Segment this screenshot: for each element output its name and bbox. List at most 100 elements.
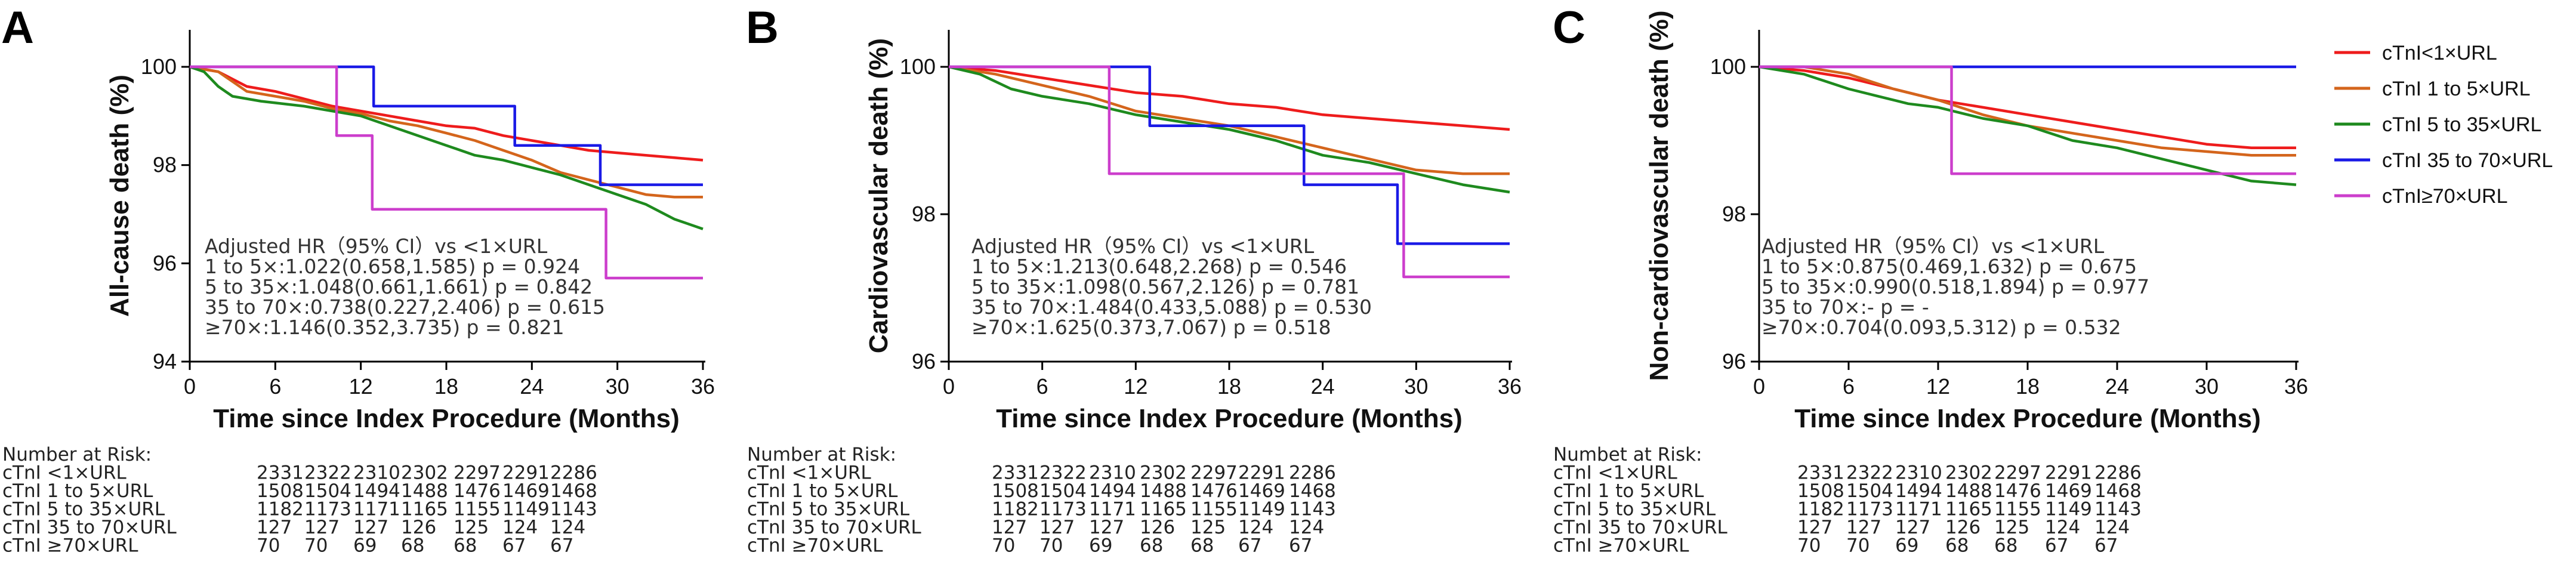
x-tick-label: 12 bbox=[1926, 374, 1950, 399]
panel-a: A 0 6 12 18 24 30 36 94 96 98 100 Time since Index P… bbox=[1, 2, 715, 433]
risk-row-label: cTnI 5 to 35×URL bbox=[1553, 499, 1716, 520]
risk-cell: 1508 bbox=[257, 480, 304, 502]
risk-cell: 2302 bbox=[1945, 462, 1992, 484]
hr-annotation-line: 5 to 35×:1.098(0.567,2.126) p = 0.781 bbox=[971, 275, 1359, 298]
y-tick-label: 98 bbox=[153, 153, 177, 177]
risk-cell: 1171 bbox=[353, 499, 400, 520]
risk-cell: 1173 bbox=[1846, 499, 1893, 520]
x-tick-label: 0 bbox=[1753, 374, 1765, 399]
risk-row-label: cTnI 1 to 5×URL bbox=[2, 480, 153, 502]
risk-cell: 126 bbox=[1945, 517, 1980, 538]
risk-cell: 1504 bbox=[1039, 480, 1087, 502]
risk-row-label: cTnI 1 to 5×URL bbox=[747, 480, 898, 502]
risk-cell: 1508 bbox=[1797, 480, 1844, 502]
y-tick-label: 96 bbox=[1722, 349, 1746, 374]
y-tick-label: 98 bbox=[912, 202, 936, 226]
hr-annotation-line: 5 to 35×:0.990(0.518,1.894) p = 0.977 bbox=[1761, 275, 2149, 298]
risk-cell: 1504 bbox=[304, 480, 351, 502]
risk-cell: 2302 bbox=[1140, 462, 1187, 484]
series-line-5 bbox=[949, 65, 1510, 279]
series-line-1 bbox=[189, 65, 704, 162]
risk-cell: 70 bbox=[1797, 535, 1821, 557]
hr-annotation-line: 35 to 70×:0.738(0.227,2.406) p = 0.615 bbox=[205, 295, 605, 319]
series-line-5 bbox=[190, 65, 703, 280]
x-tick-label: 24 bbox=[520, 374, 544, 399]
risk-cell: 127 bbox=[1797, 517, 1832, 538]
risk-cell: 1165 bbox=[401, 499, 448, 520]
risk-row-label: cTnI 5 to 35×URL bbox=[2, 499, 165, 520]
legend-label: cTnI 1 to 5×URL bbox=[2382, 78, 2531, 100]
x-tick-label: 6 bbox=[1843, 374, 1855, 399]
hr-annotation-line: ≥70×:1.625(0.373,7.067) p = 0.518 bbox=[971, 316, 1331, 339]
risk-cell: 1488 bbox=[1945, 480, 1992, 502]
risk-table-header: Number at Risk: bbox=[747, 444, 896, 465]
risk-cell: 2331 bbox=[992, 462, 1039, 484]
risk-cell: 1468 bbox=[2094, 480, 2142, 502]
x-axis-title: Time since Index Procedure (Months) bbox=[996, 404, 1463, 433]
risk-cell: 127 bbox=[353, 517, 388, 538]
panel-c: C 0 6 12 18 24 30 36 96 98 100 Time since Index Pro… bbox=[1553, 2, 2308, 433]
risk-cell: 1494 bbox=[1895, 480, 1942, 502]
y-axis-title: Cardiovascular death (%) bbox=[864, 38, 893, 353]
risk-cell: 70 bbox=[992, 535, 1015, 557]
risk-cell: 69 bbox=[1895, 535, 1918, 557]
x-tick-label: 24 bbox=[1311, 374, 1335, 399]
x-tick-label: 18 bbox=[2016, 374, 2040, 399]
hr-annotation-line: 5 to 35×:1.048(0.661,1.661) p = 0.842 bbox=[205, 275, 593, 298]
risk-cell: 2302 bbox=[401, 462, 448, 484]
series-line-5 bbox=[1759, 65, 2296, 175]
risk-cell: 126 bbox=[1140, 517, 1175, 538]
y-tick-label: 98 bbox=[1722, 202, 1746, 226]
risk-row-label: cTnI ≥70×URL bbox=[2, 535, 138, 557]
risk-cell: 68 bbox=[1945, 535, 1969, 557]
risk-cell: 67 bbox=[1238, 535, 1261, 557]
risk-cell: 2310 bbox=[1089, 462, 1136, 484]
risk-cell: 68 bbox=[1994, 535, 2017, 557]
x-tick-label: 0 bbox=[184, 374, 196, 399]
risk-cell: 2322 bbox=[1039, 462, 1087, 484]
risk-cell: 1143 bbox=[2094, 499, 2142, 520]
x-tick-label: 18 bbox=[434, 374, 458, 399]
risk-cell: 1469 bbox=[2045, 480, 2092, 502]
risk-cell: 1165 bbox=[1140, 499, 1187, 520]
risk-cell: 1143 bbox=[1289, 499, 1336, 520]
x-tick-label: 18 bbox=[1217, 374, 1241, 399]
y-axis-title: Non-cardiovascular death (%) bbox=[1645, 10, 1674, 381]
risk-cell: 2286 bbox=[2094, 462, 2142, 484]
risk-cell: 1468 bbox=[550, 480, 597, 502]
risk-cell: 1494 bbox=[1089, 480, 1136, 502]
panel-letter: A bbox=[1, 2, 34, 53]
risk-cell: 2291 bbox=[1238, 462, 1285, 484]
risk-cell: 1171 bbox=[1895, 499, 1942, 520]
risk-cell: 67 bbox=[2045, 535, 2068, 557]
risk-cell: 68 bbox=[401, 535, 424, 557]
panel-b: B 0 6 12 18 24 30 36 96 98 100 Time since Index Pro… bbox=[746, 2, 1522, 433]
risk-cell: 70 bbox=[304, 535, 328, 557]
risk-cell: 1182 bbox=[257, 499, 304, 520]
x-tick-label: 0 bbox=[943, 374, 955, 399]
x-tick-label: 30 bbox=[606, 374, 630, 399]
risk-cell: 127 bbox=[257, 517, 292, 538]
risk-cell: 2310 bbox=[353, 462, 400, 484]
x-tick-label: 30 bbox=[1404, 374, 1428, 399]
y-axis-title: All-cause death (%) bbox=[105, 75, 134, 317]
legend-label: cTnI≥70×URL bbox=[2382, 185, 2507, 208]
series-line-1 bbox=[948, 65, 1510, 131]
legend: cTnI<1×URL cTnI 1 to 5×URL cTnI 5 to 35×UR… bbox=[2334, 42, 2553, 208]
risk-cell: 124 bbox=[2094, 517, 2130, 538]
risk-cell: 1155 bbox=[1994, 499, 2041, 520]
risk-cell: 2286 bbox=[1289, 462, 1336, 484]
panel-letter: C bbox=[1553, 2, 1585, 53]
risk-cell: 2331 bbox=[257, 462, 304, 484]
risk-cell: 67 bbox=[1289, 535, 1312, 557]
series-line-2 bbox=[189, 65, 703, 199]
risk-row-label: cTnI 35 to 70×URL bbox=[2, 517, 177, 538]
risk-cell: 124 bbox=[1289, 517, 1324, 538]
risk-cell: 127 bbox=[1089, 517, 1124, 538]
risk-cell: 1182 bbox=[1797, 499, 1844, 520]
y-tick-label: 100 bbox=[900, 54, 936, 79]
risk-cell: 125 bbox=[1190, 517, 1226, 538]
risk-cell: 1173 bbox=[1039, 499, 1087, 520]
risk-row-label: cTnI 5 to 35×URL bbox=[747, 499, 910, 520]
